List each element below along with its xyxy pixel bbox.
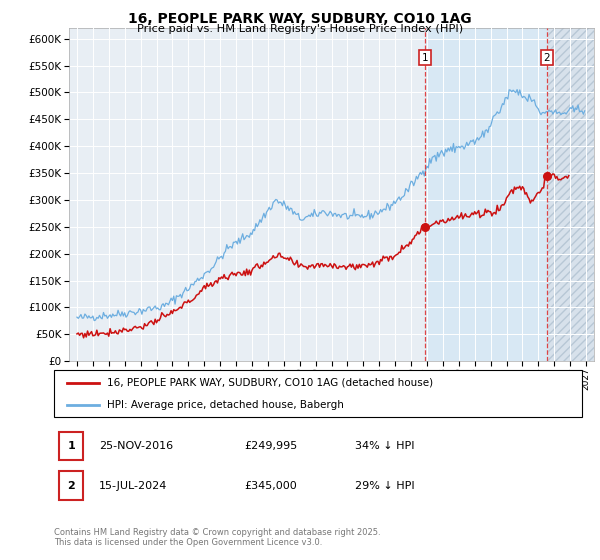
Text: 16, PEOPLE PARK WAY, SUDBURY, CO10 1AG (detached house): 16, PEOPLE PARK WAY, SUDBURY, CO10 1AG (… <box>107 378 433 388</box>
Polygon shape <box>547 28 594 361</box>
Text: 2: 2 <box>67 480 75 491</box>
Text: HPI: Average price, detached house, Babergh: HPI: Average price, detached house, Babe… <box>107 400 344 410</box>
Text: 15-JUL-2024: 15-JUL-2024 <box>99 480 167 491</box>
Text: 34% ↓ HPI: 34% ↓ HPI <box>355 441 415 451</box>
Text: Price paid vs. HM Land Registry's House Price Index (HPI): Price paid vs. HM Land Registry's House … <box>137 24 463 34</box>
Text: 2: 2 <box>544 53 550 63</box>
Text: 16, PEOPLE PARK WAY, SUDBURY, CO10 1AG: 16, PEOPLE PARK WAY, SUDBURY, CO10 1AG <box>128 12 472 26</box>
Bar <box>425 28 547 361</box>
Text: £345,000: £345,000 <box>244 480 297 491</box>
Text: 29% ↓ HPI: 29% ↓ HPI <box>355 480 415 491</box>
FancyBboxPatch shape <box>59 472 83 500</box>
Text: 1: 1 <box>67 441 75 451</box>
FancyBboxPatch shape <box>59 432 83 460</box>
Text: 1: 1 <box>422 53 428 63</box>
Text: Contains HM Land Registry data © Crown copyright and database right 2025.
This d: Contains HM Land Registry data © Crown c… <box>54 528 380 548</box>
Bar <box>69 28 425 361</box>
Text: £249,995: £249,995 <box>244 441 298 451</box>
FancyBboxPatch shape <box>54 370 582 417</box>
Text: 25-NOV-2016: 25-NOV-2016 <box>99 441 173 451</box>
